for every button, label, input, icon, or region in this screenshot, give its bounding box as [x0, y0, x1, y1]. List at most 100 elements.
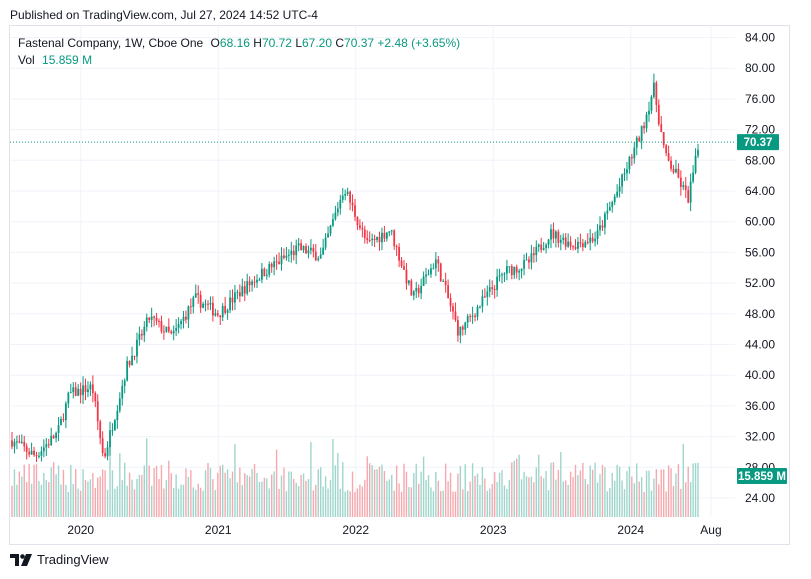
candle-body — [327, 233, 329, 238]
volume-bar — [484, 478, 486, 517]
candle-body — [344, 194, 347, 196]
volume-bar — [545, 471, 547, 517]
candle-body — [466, 316, 469, 323]
candle-body — [390, 230, 393, 232]
volume-bar — [623, 489, 626, 517]
candle-body — [437, 259, 440, 264]
candle-body — [655, 82, 658, 105]
candle-body — [241, 286, 244, 297]
candle-body — [204, 303, 207, 305]
candle-body — [212, 302, 214, 316]
candle-body — [273, 261, 276, 268]
candle-body — [91, 384, 94, 394]
candle-body — [317, 258, 320, 261]
candle-body — [584, 242, 587, 248]
volume-bar — [21, 476, 23, 517]
candle-body — [165, 326, 168, 332]
volume-bar — [293, 478, 295, 517]
volume-bar — [273, 471, 275, 517]
volume-bar — [540, 476, 542, 517]
volume-bar — [432, 491, 435, 517]
y-tick-label: 32.00 — [745, 430, 775, 444]
volume-bar — [471, 463, 474, 517]
volume-bar — [574, 464, 577, 517]
candle-body — [645, 114, 648, 129]
candle-body — [439, 263, 442, 282]
volume-bar — [584, 478, 586, 517]
volume-bar — [378, 466, 381, 517]
candle-body — [123, 380, 126, 386]
candle-body — [393, 230, 396, 247]
candle-body — [30, 450, 33, 455]
volume-bar — [18, 471, 21, 517]
y-tick-label: 80.00 — [745, 61, 775, 75]
volume-bar — [322, 486, 324, 517]
volume-bar — [271, 474, 273, 517]
volume-bar — [317, 469, 319, 517]
candle-body — [486, 291, 489, 297]
volume-bar — [386, 480, 388, 517]
candle-body — [253, 281, 256, 283]
candle-body — [540, 244, 543, 250]
candle-body — [346, 191, 349, 195]
candle-body — [371, 238, 374, 241]
volume-bar — [582, 462, 584, 517]
volume-bar — [337, 453, 339, 517]
volume-bar — [413, 473, 415, 517]
volume-bar — [65, 484, 67, 517]
volume-bar — [285, 491, 288, 517]
candle-body — [138, 333, 141, 340]
candle-body — [589, 237, 592, 243]
candle-body — [69, 392, 72, 394]
close-label: C — [335, 36, 345, 50]
candle-body — [302, 246, 305, 251]
candle-body — [449, 298, 452, 307]
candle-body — [231, 297, 234, 303]
candle-body — [334, 212, 337, 220]
candle-body — [295, 245, 298, 256]
candle-body — [167, 326, 170, 332]
candle-body — [383, 232, 386, 239]
volume-bar — [143, 465, 145, 517]
volume-bar — [677, 464, 680, 517]
volume-bar — [457, 473, 459, 517]
candle-body — [447, 285, 449, 299]
candle-body — [640, 125, 643, 142]
candle-body — [243, 286, 246, 294]
candle-body — [349, 191, 351, 203]
volume-bar — [562, 481, 564, 517]
volume-bar — [89, 479, 92, 517]
volume-bar — [35, 464, 38, 517]
candle-body — [457, 320, 459, 336]
candle-body — [532, 253, 535, 256]
volume-bar — [263, 477, 266, 517]
candle-body — [408, 280, 410, 284]
candle-body — [158, 320, 160, 322]
candle-body — [197, 293, 200, 295]
volume-bar — [148, 465, 150, 517]
x-tick-label: Aug — [700, 523, 721, 537]
volume-bar — [513, 460, 515, 517]
candle-body — [263, 268, 266, 277]
candle-body — [339, 199, 342, 209]
volume-bar — [400, 491, 403, 517]
volume-bar — [469, 481, 471, 517]
volume-bar — [119, 453, 121, 517]
candle-body — [180, 320, 182, 324]
candle-body — [591, 237, 594, 242]
candle-body — [692, 172, 694, 182]
volume-bar — [155, 465, 158, 517]
symbol-label[interactable]: Fastenal Company, 1W, Cboe One — [18, 36, 204, 50]
candle-body — [194, 293, 197, 298]
volume-bar — [79, 490, 82, 517]
volume-bar — [253, 463, 256, 517]
volume-bar — [234, 444, 236, 517]
volume-bar — [204, 470, 207, 517]
low-label: L — [295, 36, 302, 50]
candle-body — [697, 149, 699, 156]
volume-bar — [609, 487, 611, 517]
volume-bar — [128, 472, 131, 517]
volume-bar — [538, 454, 540, 517]
candle-body — [469, 316, 472, 318]
